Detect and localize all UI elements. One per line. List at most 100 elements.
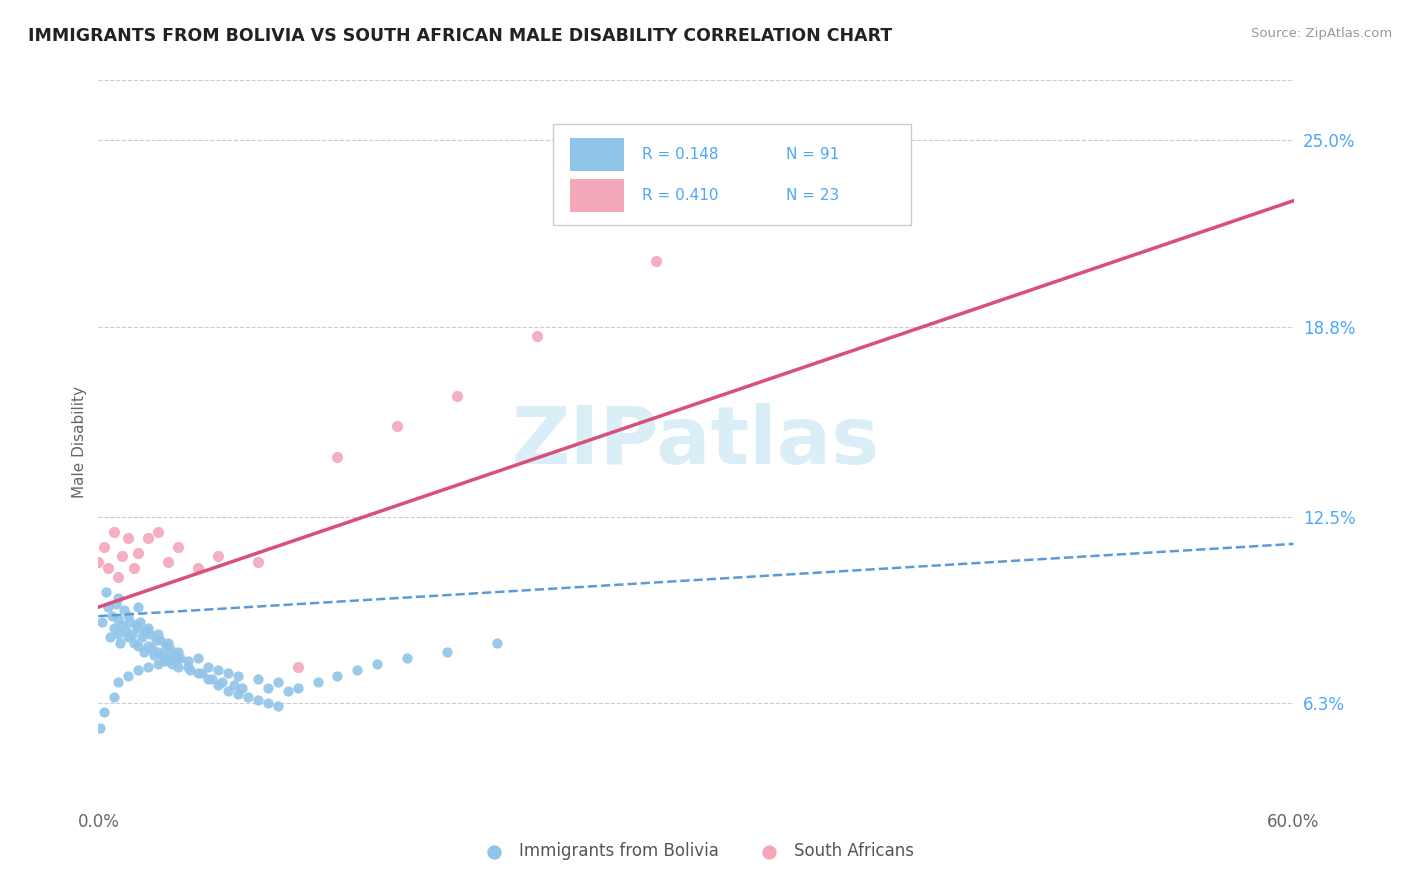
Point: [131, 630, 153, 644]
Point: [157, 654, 180, 668]
Point: [167, 540, 190, 554]
Point: [93, 540, 115, 554]
Point: [101, 609, 124, 624]
Point: [169, 651, 191, 665]
Point: [135, 624, 157, 639]
Point: [197, 660, 219, 674]
Point: [149, 633, 172, 648]
Point: [97, 561, 120, 575]
Point: [127, 639, 149, 653]
Point: [167, 645, 190, 659]
Point: [107, 675, 129, 690]
Point: [103, 690, 125, 705]
Point: [207, 678, 229, 692]
Point: [436, 645, 458, 659]
Point: [103, 524, 125, 539]
Point: [129, 615, 152, 630]
Point: [141, 642, 163, 657]
Point: [197, 673, 219, 687]
Bar: [571, 179, 624, 211]
Point: [287, 681, 309, 696]
Point: [287, 660, 309, 674]
Point: [236, 690, 259, 705]
Point: [117, 531, 139, 545]
Point: [326, 669, 349, 683]
Point: [117, 630, 139, 644]
Point: [191, 666, 214, 681]
Point: [125, 618, 148, 632]
Point: [217, 666, 239, 681]
Bar: [571, 138, 624, 170]
Point: [89, 721, 111, 735]
Point: [177, 654, 200, 668]
Point: [211, 675, 233, 690]
Point: [226, 669, 249, 683]
Point: [446, 389, 468, 403]
Point: [231, 681, 253, 696]
Point: [110, 636, 132, 650]
Text: R = 0.148: R = 0.148: [643, 147, 718, 161]
Point: [207, 664, 229, 678]
Point: [246, 693, 269, 707]
Point: [91, 615, 114, 630]
Point: [117, 669, 139, 683]
Point: [107, 627, 129, 641]
Point: [157, 636, 180, 650]
Point: [645, 254, 668, 268]
Point: [366, 657, 388, 672]
Point: [143, 648, 166, 663]
Text: IMMIGRANTS FROM BOLIVIA VS SOUTH AFRICAN MALE DISABILITY CORRELATION CHART: IMMIGRANTS FROM BOLIVIA VS SOUTH AFRICAN…: [28, 27, 893, 45]
Point: [187, 561, 209, 575]
Point: [97, 600, 120, 615]
Point: [256, 697, 278, 711]
Y-axis label: Male Disability: Male Disability: [72, 385, 87, 498]
Point: [167, 660, 190, 674]
Point: [526, 329, 548, 343]
Point: [124, 561, 146, 575]
Point: [207, 549, 229, 563]
Point: [148, 657, 170, 672]
Point: [117, 609, 139, 624]
Point: [111, 549, 134, 563]
Point: [96, 585, 118, 599]
Point: [217, 684, 239, 698]
Point: [179, 664, 201, 678]
Point: [136, 531, 159, 545]
Text: R = 0.410: R = 0.410: [643, 188, 718, 203]
Point: [107, 570, 129, 584]
Point: [157, 651, 180, 665]
Point: [145, 633, 167, 648]
Point: [139, 627, 162, 641]
Point: [485, 636, 508, 650]
Point: [157, 555, 180, 569]
Point: [120, 615, 142, 630]
Point: [256, 681, 278, 696]
Point: [148, 645, 170, 659]
Point: [112, 603, 135, 617]
Point: [307, 675, 329, 690]
Point: [93, 706, 115, 720]
Point: [87, 555, 110, 569]
Point: [136, 639, 159, 653]
Point: [107, 612, 129, 626]
Point: [346, 664, 368, 678]
Text: Source: ZipAtlas.com: Source: ZipAtlas.com: [1251, 27, 1392, 40]
Point: [98, 630, 122, 644]
Point: [201, 673, 224, 687]
Point: [246, 673, 269, 687]
Point: [115, 624, 138, 639]
Text: N = 91: N = 91: [786, 147, 839, 161]
Point: [222, 678, 245, 692]
Point: [163, 648, 186, 663]
Point: [267, 675, 290, 690]
Point: [246, 555, 269, 569]
Point: [134, 645, 156, 659]
Point: [105, 597, 128, 611]
Point: [124, 636, 146, 650]
Point: [160, 657, 183, 672]
Point: [159, 642, 181, 657]
Point: [187, 651, 209, 665]
Point: [187, 666, 209, 681]
Point: [103, 621, 125, 635]
FancyBboxPatch shape: [553, 124, 911, 225]
